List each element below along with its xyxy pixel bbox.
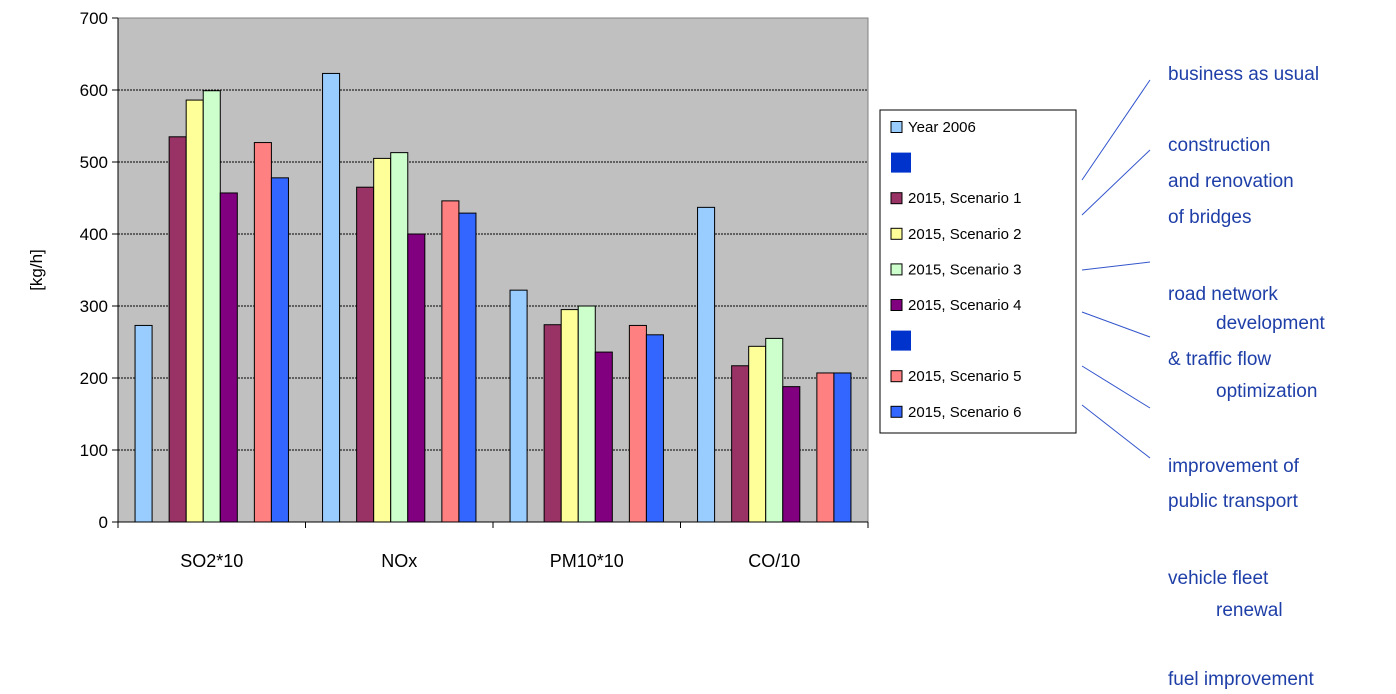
bar: [356, 186, 375, 523]
legend-swatch: [891, 330, 911, 351]
bar: [202, 90, 221, 523]
legend-label: Year 2006: [908, 119, 976, 136]
legend-items: Year 2006 2015, Scenario 1 2015, Scenario …: [890, 119, 1021, 421]
x-category-label: CO/10: [748, 551, 800, 571]
x-category-label: SO2*10: [180, 551, 243, 571]
bar: [748, 345, 767, 523]
legend-swatch: [890, 370, 903, 383]
x-categories: SO2*10 NOx PM10*10 CO/10: [117, 522, 869, 571]
y-tick-label: 500: [80, 153, 108, 172]
annotation-line: [1081, 365, 1151, 409]
bar: [731, 365, 750, 523]
bar: [373, 157, 392, 523]
annotation-renewal: renewal: [1216, 600, 1283, 621]
legend: Year 2006 2015, Scenario 1 2015, Scenario …: [879, 109, 1077, 434]
legend-swatch: [890, 192, 903, 205]
legend-swatch: [890, 263, 903, 276]
y-tick-label: 700: [80, 9, 108, 28]
annotation-road-network: road network: [1168, 284, 1278, 305]
y-tick-label: 600: [80, 81, 108, 100]
bar: [322, 72, 341, 523]
annotation-and-renovation: and renovation: [1168, 171, 1294, 192]
bar: [645, 334, 664, 523]
legend-swatch: [890, 299, 903, 311]
bar: [560, 309, 579, 523]
y-tick-label: 100: [80, 441, 108, 460]
bars: [134, 72, 852, 523]
legend-swatch: [890, 227, 903, 240]
annotation-line: [1081, 311, 1151, 338]
bar: [219, 192, 238, 523]
annotation-vehicle-fleet: vehicle fleet: [1168, 568, 1269, 589]
annotation-business-as-usual: business as usual: [1168, 64, 1320, 85]
bar: [509, 289, 528, 523]
legend-label: 2015, Scenario 2: [908, 226, 1021, 243]
x-category-label: PM10*10: [550, 551, 624, 571]
annotation-of-bridges: of bridges: [1168, 207, 1252, 228]
legend-swatch: [891, 152, 911, 173]
bar: [441, 200, 460, 523]
bar: [390, 152, 409, 523]
bar: [134, 324, 153, 523]
annotation-development: development: [1216, 313, 1325, 334]
bar: [270, 177, 289, 523]
legend-swatch: [890, 121, 903, 133]
annotation-public-transport: public transport: [1168, 491, 1298, 512]
bar: [407, 233, 426, 523]
bar: [833, 372, 852, 523]
y-tick-label: 0: [99, 513, 108, 532]
annotation-line: [1081, 404, 1151, 459]
legend-box: [879, 109, 1077, 434]
y-tick-label: 300: [80, 297, 108, 316]
annotation-line: [1081, 261, 1151, 271]
annotation-line: [1081, 79, 1151, 181]
bar: [458, 212, 477, 523]
legend-label: 2015, Scenario 5: [908, 368, 1021, 385]
y-axis-label: [kg/h]: [27, 249, 46, 291]
bar: [782, 386, 801, 523]
bar: [577, 305, 596, 523]
bar: [628, 324, 647, 523]
bar: [816, 372, 835, 523]
bar: [543, 324, 562, 523]
annotation-optimization: optimization: [1216, 381, 1318, 402]
annotation-improvement-of: improvement of: [1168, 456, 1299, 477]
x-category-label: NOx: [381, 551, 417, 571]
annotation-line: [1081, 149, 1151, 216]
y-ticks: 0 100 200 300 400 500 600 700: [80, 9, 118, 532]
y-tick-label: 400: [80, 225, 108, 244]
y-tick-label: 200: [80, 369, 108, 388]
annotation-construction: construction: [1168, 135, 1271, 156]
annotation-traffic-flow: & traffic flow: [1168, 349, 1272, 370]
annotation-lines: [1081, 79, 1151, 459]
annotation-fuel-improvement: fuel improvement: [1168, 669, 1314, 690]
legend-swatch: [890, 405, 903, 418]
bar: [253, 142, 272, 523]
bar: [168, 136, 187, 523]
bar: [594, 351, 613, 523]
legend-label: 2015, Scenario 6: [908, 404, 1021, 421]
bar: [765, 337, 784, 523]
bar: [697, 206, 716, 523]
legend-label: 2015, Scenario 4: [908, 297, 1021, 314]
bar: [185, 99, 204, 523]
legend-label: 2015, Scenario 3: [908, 261, 1021, 278]
legend-label: 2015, Scenario 1: [908, 190, 1021, 207]
